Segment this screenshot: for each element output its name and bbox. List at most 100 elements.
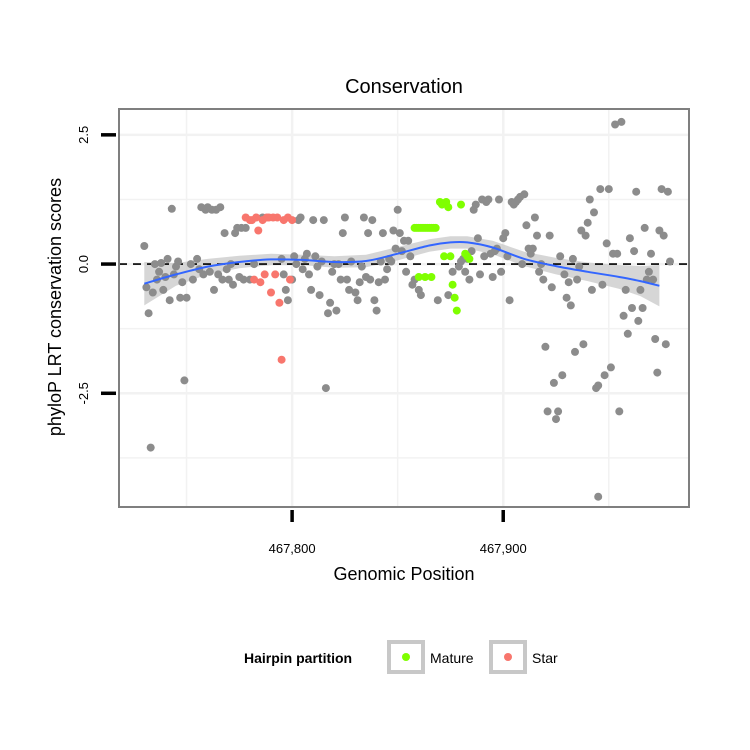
point-other [283,296,292,305]
point-other [590,208,598,217]
point-other [220,229,229,238]
point-other [617,117,626,126]
point-other [290,252,299,261]
point-other [167,204,176,213]
point-other [615,407,624,416]
point-other [461,267,470,276]
legend-label-mature: Mature [430,650,474,666]
point-other [505,296,514,305]
point-other [465,275,474,284]
x-tick-label: 467,800 [269,541,316,556]
point-other [389,226,398,235]
point-other [218,275,227,284]
point-other [638,304,647,312]
point-other [433,296,442,305]
y-axis-label: phyloP LRT conservation scores [45,178,65,436]
point-other [623,329,632,338]
point-other [604,185,613,194]
point-star [267,288,275,297]
point-other [606,363,615,372]
point-other [634,316,643,325]
point-other [355,278,364,287]
point-other [144,309,153,318]
point-mature [414,273,423,281]
point-other [661,340,670,349]
point-other [395,229,404,238]
point-other [328,267,337,276]
point-mature [450,293,459,302]
point-star [288,216,297,225]
point-other [598,280,607,289]
point-other [579,340,588,349]
point-other [157,259,166,267]
point-other [619,311,628,320]
point-star [275,298,284,307]
point-other [560,270,569,279]
point-other [163,254,172,263]
smooth-line [144,240,660,287]
point-other [522,221,531,230]
point-other [353,296,362,305]
point-other [564,278,573,287]
point-other [644,267,653,276]
point-other [600,371,609,380]
point-other [533,231,541,240]
point-star [252,213,261,222]
point-other [484,195,493,204]
point-other [193,254,202,263]
point-other [239,275,248,284]
point-other [368,216,377,225]
point-other [585,195,594,204]
point-other [374,278,383,287]
point-other [148,288,157,297]
point-other [558,371,567,380]
point-other [571,347,579,356]
point-other [345,285,354,294]
point-other [351,288,360,297]
point-star [271,270,280,279]
point-other [497,267,506,276]
legend-marker-star [504,653,512,661]
point-other [583,218,592,227]
x-tick-label: 467,900 [480,541,527,556]
point-other [653,368,662,377]
point-other [150,260,159,269]
point-other [630,247,639,256]
point-other [632,187,641,196]
point-other [535,267,544,276]
point-other [387,257,396,266]
point-other [281,285,290,294]
smooth-trend-line [144,240,660,287]
point-other [174,257,183,266]
point-other [659,231,668,240]
point-other [186,260,195,269]
point-other [311,252,320,261]
point-other [471,200,480,209]
point-other [613,249,622,258]
point-other [338,229,347,238]
point-mature [457,200,465,209]
point-other [520,190,529,199]
point-other [279,270,288,279]
legend-label-star: Star [532,650,558,666]
point-other [370,296,379,305]
point-other [296,213,305,222]
chart-title: Conservation [345,76,463,98]
point-other [229,280,237,289]
point-other [501,229,510,238]
point-mature [448,280,457,289]
legend-key-mature [387,640,425,674]
point-other [594,492,603,501]
point-other [530,213,539,222]
point-other [188,275,197,284]
point-other [402,267,411,276]
point-other [543,407,552,416]
point-other [315,291,324,300]
point-other [210,285,218,294]
point-other [146,443,155,452]
point-other [545,231,554,240]
point-other [406,252,415,261]
point-other [541,342,550,351]
point-other [575,262,584,271]
point-other [319,216,328,225]
